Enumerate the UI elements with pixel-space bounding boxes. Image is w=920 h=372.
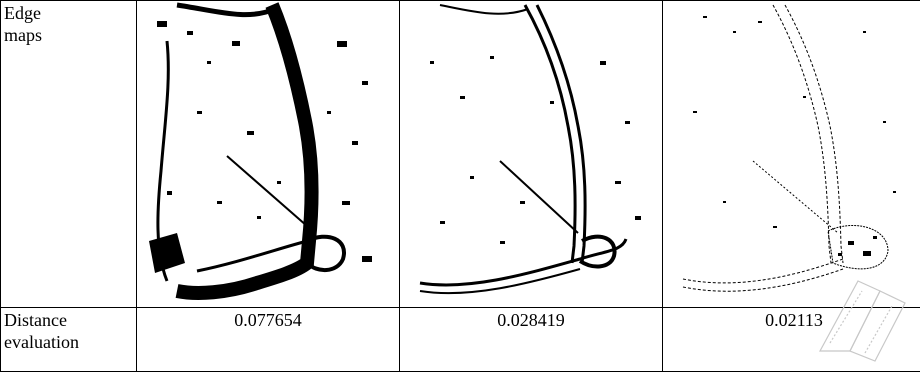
edge-map-cell-2 xyxy=(400,1,663,308)
row-label-edge-maps-text: Edge maps xyxy=(4,3,42,45)
row-label-distance-evaluation-text: Distance evaluation xyxy=(4,310,79,352)
edge-map-cell-3 xyxy=(663,1,920,308)
distance-value-3: 0.02113 xyxy=(663,308,920,372)
distance-value-2: 0.028419 xyxy=(400,308,663,372)
edge-map-3-image xyxy=(663,1,920,307)
row-label-edge-maps: Edge maps xyxy=(1,1,137,308)
distance-value-1: 0.077654 xyxy=(137,308,400,372)
edge-map-1-image xyxy=(137,1,399,307)
row-label-distance-evaluation: Distance evaluation xyxy=(1,308,137,372)
edge-map-2-image xyxy=(400,1,662,307)
edge-map-cell-1 xyxy=(137,1,400,308)
edge-maps-row: Edge maps xyxy=(1,1,920,308)
distance-row: Distance evaluation 0.077654 0.028419 0.… xyxy=(1,308,920,372)
